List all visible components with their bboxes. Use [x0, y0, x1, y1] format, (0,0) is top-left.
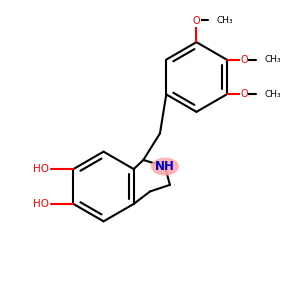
Text: NH: NH — [155, 160, 175, 173]
Text: CH₃: CH₃ — [264, 90, 281, 99]
Text: O: O — [241, 55, 248, 64]
Text: HO: HO — [34, 199, 50, 209]
Text: CH₃: CH₃ — [216, 16, 233, 25]
Text: O: O — [193, 16, 200, 26]
Ellipse shape — [151, 158, 179, 175]
Text: O: O — [241, 89, 248, 99]
Text: HO: HO — [34, 164, 50, 174]
Text: CH₃: CH₃ — [264, 55, 281, 64]
